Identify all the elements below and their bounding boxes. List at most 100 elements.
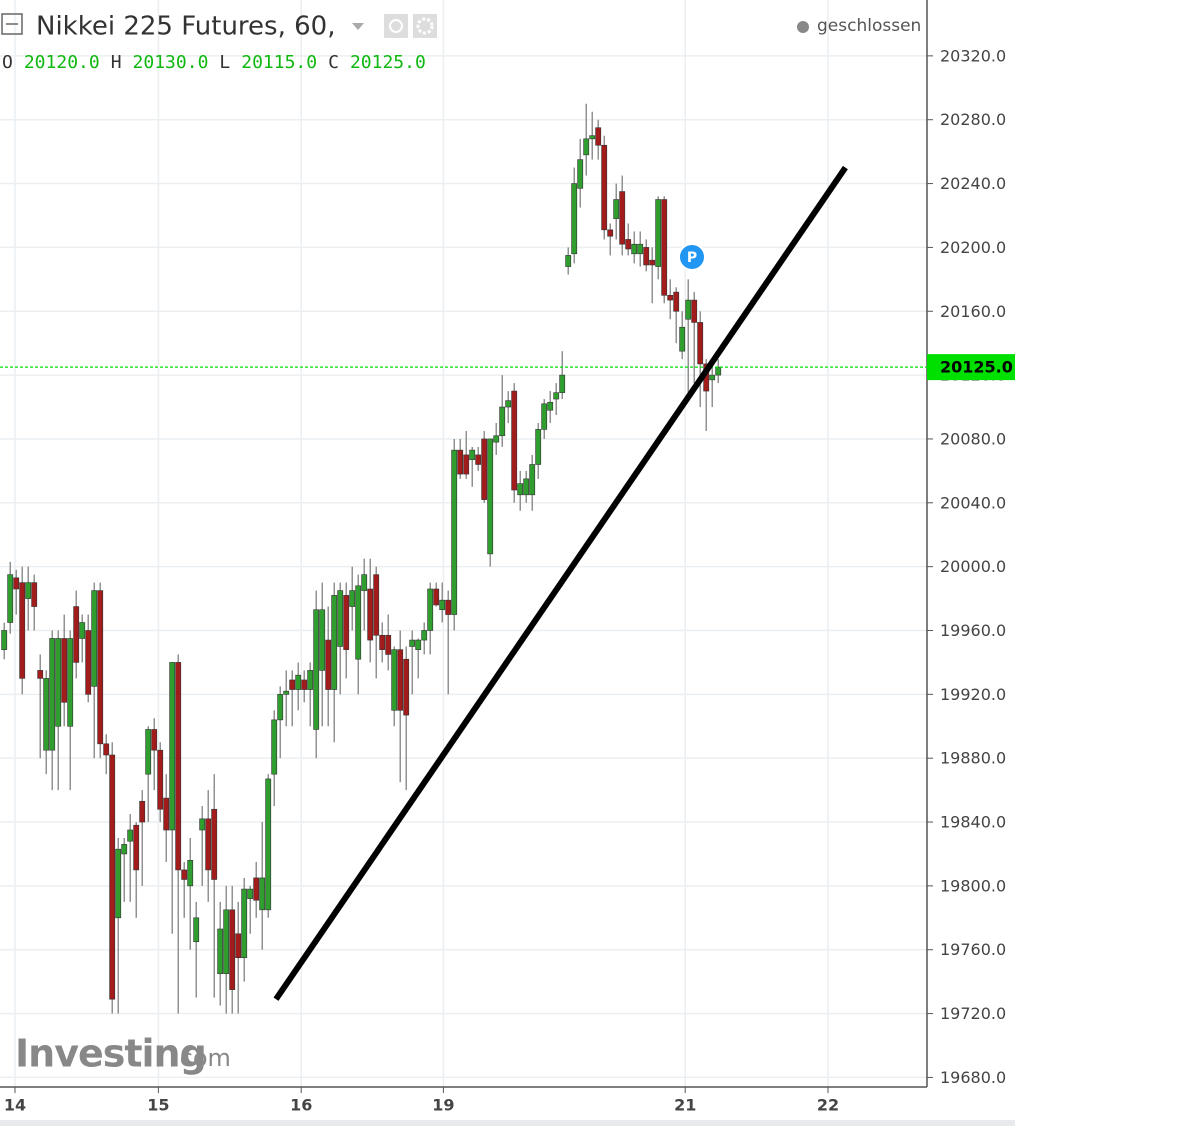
candle-body bbox=[289, 679, 296, 690]
candle-body bbox=[343, 595, 350, 650]
marker-label: P bbox=[687, 250, 697, 266]
trend-line bbox=[273, 165, 848, 1001]
candle-body bbox=[181, 869, 188, 880]
candle-body bbox=[325, 639, 332, 690]
eye-icon[interactable] bbox=[384, 14, 408, 38]
candle-body bbox=[589, 135, 596, 140]
candle-body bbox=[427, 588, 434, 631]
y-tick-label: 19840.0 bbox=[940, 813, 1006, 832]
candle-body bbox=[661, 199, 668, 296]
y-tick-label: 20080.0 bbox=[940, 429, 1006, 448]
candle-body bbox=[601, 144, 608, 231]
candle-body bbox=[517, 483, 524, 496]
candle-body bbox=[709, 374, 716, 381]
candle-body bbox=[223, 909, 230, 974]
candle-body bbox=[481, 438, 488, 500]
candle-body bbox=[673, 291, 680, 312]
y-tick-label: 20160.0 bbox=[940, 302, 1006, 321]
candle-body bbox=[43, 678, 50, 751]
y-tick-label: 19760.0 bbox=[940, 940, 1006, 959]
candle-body bbox=[439, 599, 446, 611]
ohlc-key: O bbox=[2, 52, 13, 73]
candle-body bbox=[619, 191, 626, 245]
candle-body bbox=[691, 299, 698, 323]
candle-body bbox=[355, 585, 362, 660]
candle-body bbox=[109, 754, 116, 1000]
candle-body bbox=[559, 374, 566, 393]
candle-body bbox=[127, 829, 134, 842]
y-tick-label: 19920.0 bbox=[940, 685, 1006, 704]
candle-body bbox=[307, 670, 314, 690]
candle-body bbox=[655, 199, 662, 267]
status-dot bbox=[797, 21, 809, 33]
candle-body bbox=[217, 928, 224, 974]
candle-body bbox=[367, 588, 374, 641]
ohlc-value: 20120.0 bbox=[24, 52, 100, 73]
candle-body bbox=[1, 630, 8, 650]
candle-body bbox=[391, 649, 398, 711]
candle-body bbox=[445, 599, 452, 615]
candle-body bbox=[529, 464, 536, 496]
candle-body bbox=[631, 243, 638, 255]
candle-body bbox=[421, 630, 428, 641]
candle-body bbox=[241, 888, 248, 959]
dropdown-arrow[interactable] bbox=[352, 23, 364, 30]
candle-body bbox=[487, 438, 494, 555]
candle-body bbox=[685, 299, 692, 320]
candle-body bbox=[97, 590, 104, 745]
candle-body bbox=[475, 454, 482, 465]
candle-body bbox=[505, 400, 512, 408]
y-tick-label: 20320.0 bbox=[940, 46, 1006, 65]
x-tick-label: 15 bbox=[147, 1096, 169, 1115]
candle-body bbox=[271, 719, 278, 775]
candle-body bbox=[229, 909, 236, 990]
candle-body bbox=[613, 199, 620, 219]
chart-title: Nikkei 225 Futures, 60, bbox=[36, 12, 335, 42]
candle-body bbox=[625, 239, 632, 250]
x-tick-label: 22 bbox=[817, 1096, 839, 1115]
candle-body bbox=[649, 259, 656, 266]
last-price-box bbox=[927, 354, 1015, 381]
y-tick-label: 20040.0 bbox=[940, 493, 1006, 512]
candle-body bbox=[511, 390, 518, 491]
y-tick-label: 20240.0 bbox=[940, 174, 1006, 193]
candle-body bbox=[385, 634, 392, 655]
candle-body bbox=[193, 917, 200, 943]
candle-body bbox=[565, 255, 572, 267]
candle-body bbox=[409, 639, 416, 647]
candle-body bbox=[397, 649, 404, 711]
candle-body bbox=[319, 609, 326, 671]
x-tick-label: 16 bbox=[290, 1096, 312, 1115]
candle-body bbox=[679, 326, 686, 352]
candle-body bbox=[493, 435, 500, 443]
candle-body bbox=[337, 590, 344, 647]
candle-body bbox=[433, 588, 440, 606]
candle-body bbox=[199, 818, 206, 831]
candle-body bbox=[313, 609, 320, 730]
candle-body bbox=[637, 243, 644, 255]
candle-body bbox=[697, 322, 704, 365]
collapse-icon[interactable] bbox=[1, 13, 23, 35]
candle-body bbox=[67, 638, 74, 727]
candle-body bbox=[541, 403, 548, 430]
bottom-strip bbox=[0, 1120, 1015, 1126]
candle-body bbox=[79, 622, 86, 639]
candle-body bbox=[349, 590, 356, 607]
candle-body bbox=[139, 800, 146, 823]
candle-body bbox=[301, 679, 308, 690]
y-tick-label: 20200.0 bbox=[940, 238, 1006, 257]
ohlc-value: 20130.0 bbox=[133, 52, 209, 73]
candle-body bbox=[535, 429, 542, 465]
candle-body bbox=[595, 127, 602, 146]
ohlc-key: H bbox=[111, 52, 122, 73]
ohlc-key: C bbox=[328, 52, 339, 73]
y-tick-label: 20280.0 bbox=[940, 110, 1006, 129]
ohlc-value: 20125.0 bbox=[350, 52, 426, 73]
candle-body bbox=[19, 582, 26, 679]
candle-body bbox=[247, 888, 254, 899]
y-tick-label: 19680.0 bbox=[940, 1068, 1006, 1087]
candle-body bbox=[205, 818, 212, 871]
candle-body bbox=[169, 662, 176, 831]
